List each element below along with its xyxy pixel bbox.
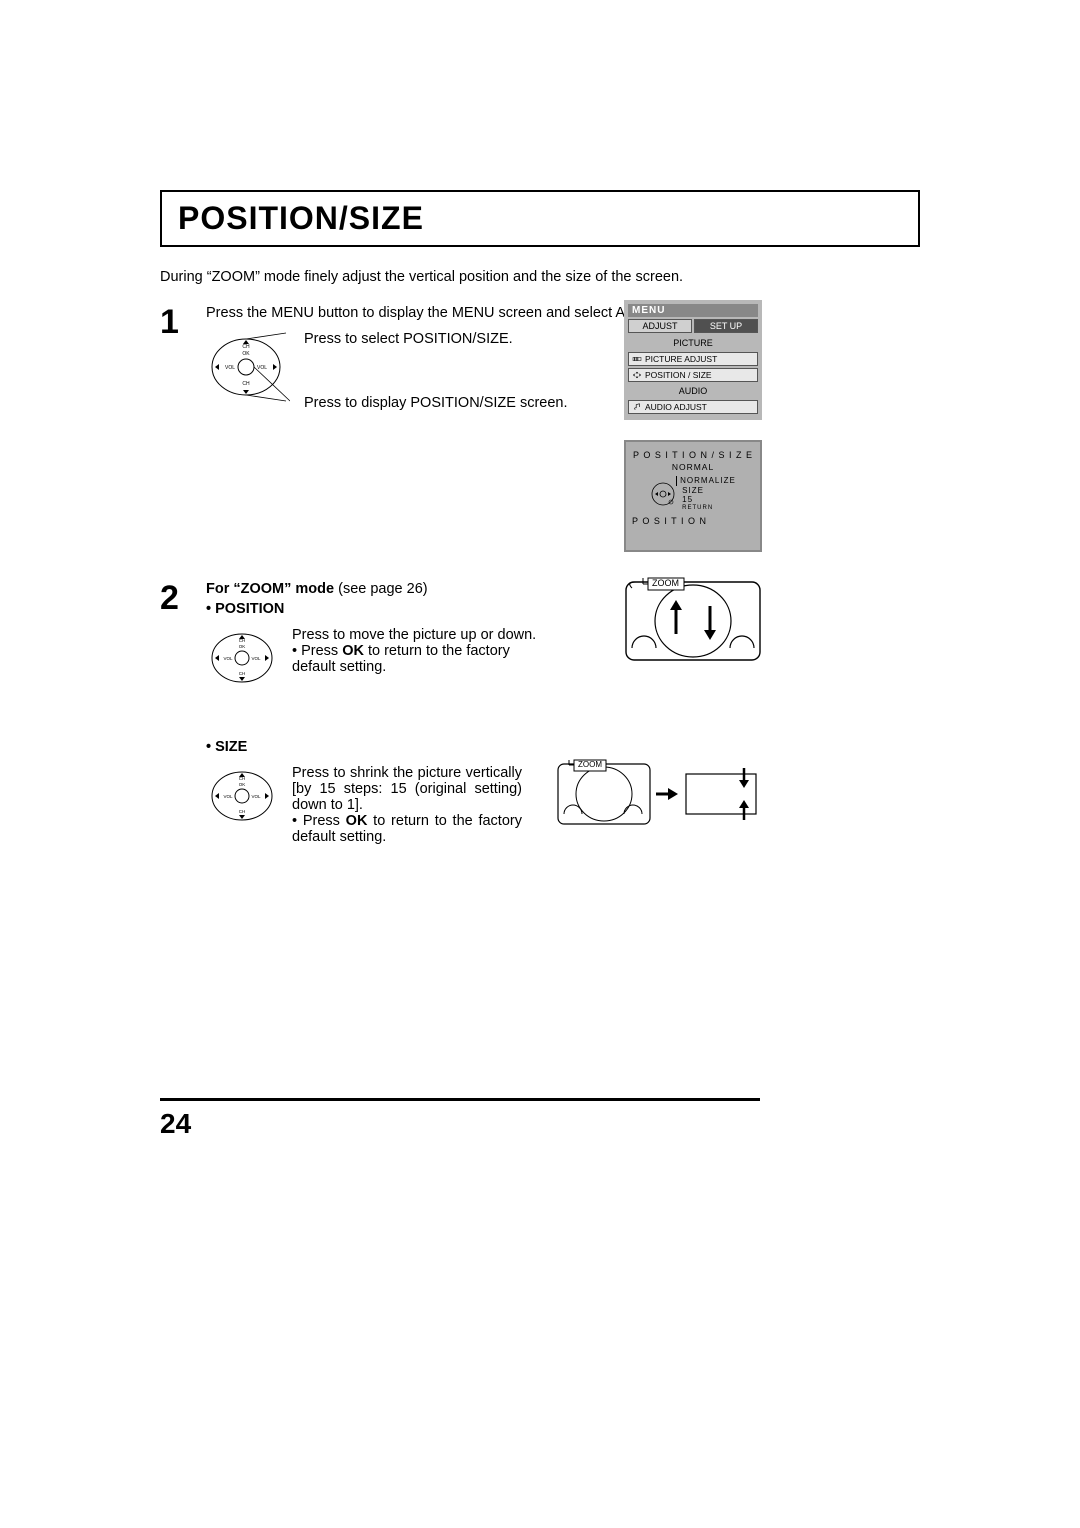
joystick-icon [650, 481, 676, 507]
step-2-number: 2 [160, 581, 196, 615]
step-1-number: 1 [160, 305, 196, 339]
svg-text:VOL: VOL [251, 794, 261, 799]
ps-position: P O S I T I O N [632, 516, 754, 526]
remote-diagram-icon: CH OK VOL VOL CH [206, 331, 290, 403]
svg-text:OK: OK [239, 644, 246, 649]
step-1-text: Press the MENU button to display the MEN… [206, 305, 920, 321]
menu-tab-setup: SET UP [694, 319, 758, 333]
menu-item-audio-adjust-label: AUDIO ADJUST [645, 402, 707, 412]
position-text-1: Press to move the picture up or down. [292, 627, 552, 643]
size-label: • SIZE [206, 739, 920, 755]
svg-text:VOL: VOL [257, 365, 267, 371]
size-text-1: Press to shrink the picture vertically [… [292, 765, 522, 813]
menu-tabs: ADJUST SET UP [628, 319, 758, 333]
zoom-size-icon [556, 758, 762, 834]
page-number: 24 [160, 1108, 191, 1140]
svg-text:VOL: VOL [223, 794, 233, 799]
step-1: 1 Press the MENU button to display the M… [160, 305, 920, 411]
svg-text:VOL: VOL [225, 365, 235, 371]
step-1-row-1: CH OK VOL VOL CH Press to select POSITIO… [206, 331, 920, 411]
position-row: CH OK VOL VOL CH Press to move the pictu… [206, 627, 920, 689]
ps-normalize: NORMALIZE [676, 476, 736, 486]
menu-item-audio-adjust: AUDIO ADJUST [628, 400, 758, 414]
menu-item-position-size: POSITION / SIZE [628, 368, 758, 382]
svg-text:VOL: VOL [251, 656, 261, 661]
arrows-icon [632, 371, 642, 379]
menu-item-position-size-label: POSITION / SIZE [645, 370, 712, 380]
menu-panel-title: MENU [628, 304, 758, 317]
remote-diagram-icon: CH OK VOL VOL CH [206, 765, 278, 827]
zoom-label-2: ZOOM [578, 760, 602, 769]
menu-item-picture-adjust-label: PICTURE ADJUST [645, 354, 717, 364]
position-label: • POSITION [206, 601, 920, 617]
menu-section-audio: AUDIO [628, 384, 758, 398]
svg-text:CH: CH [242, 381, 250, 387]
note-icon [632, 403, 642, 411]
title-box: POSITION/SIZE [160, 190, 920, 247]
ps-normal: NORMAL [632, 462, 754, 472]
page-title: POSITION/SIZE [178, 200, 902, 237]
svg-text:CH: CH [242, 344, 250, 350]
step-2-heading-bold: For “ZOOM” mode [206, 581, 338, 597]
ps-size: SIZE [682, 486, 736, 496]
ps-title: P O S I T I O N / S I Z E [632, 450, 754, 460]
step-2-heading-ref: (see page 26) [338, 581, 427, 597]
zoom-position-icon [624, 576, 762, 666]
step-2-heading: For “ZOOM” mode (see page 26) [206, 581, 920, 597]
size-text-2a: • Press [292, 813, 346, 829]
position-text-2: • Press OK to return to the factory defa… [292, 643, 552, 675]
menu-panel: MENU ADJUST SET UP PICTURE PICTURE ADJUS… [624, 300, 762, 420]
step-2: 2 For “ZOOM” mode (see page 26) • POSITI… [160, 581, 920, 845]
size-instructions: Press to shrink the picture vertically [… [292, 765, 522, 845]
zoom-diagram-size: ZOOM [556, 758, 762, 839]
zoom-label-1: ZOOM [652, 578, 679, 588]
menu-item-picture-adjust: PICTURE ADJUST [628, 352, 758, 366]
position-text-2a: • Press [292, 643, 342, 659]
ps-joy-row: NORMALIZE SIZE 15 RETURN [632, 476, 754, 512]
intro-text: During “ZOOM” mode finely adjust the ver… [160, 269, 920, 285]
slider-icon [632, 355, 642, 363]
position-instructions: Press to move the picture up or down. • … [292, 627, 552, 675]
size-text-2: • Press OK to return to the factory defa… [292, 813, 522, 845]
remote-diagram-icon: CH OK VOL VOL CH [206, 627, 278, 689]
menu-section-picture: PICTURE [628, 336, 758, 350]
ps-joy-labels: NORMALIZE SIZE 15 RETURN [682, 476, 736, 512]
ps-return: RETURN [682, 505, 736, 512]
position-size-panel: P O S I T I O N / S I Z E NORMAL NORMALI… [624, 440, 762, 552]
position-text-2b: OK [342, 643, 364, 659]
svg-text:CH: CH [239, 671, 246, 676]
menu-tab-adjust: ADJUST [628, 319, 692, 333]
svg-text:OK: OK [242, 351, 250, 357]
svg-text:OK: OK [239, 782, 246, 787]
size-text-2b: OK [346, 813, 368, 829]
step-1-instructions: Press to select POSITION/SIZE. Press to … [304, 331, 920, 411]
svg-text:CH: CH [239, 809, 246, 814]
zoom-diagram-position: ZOOM [624, 576, 762, 671]
page-content: POSITION/SIZE During “ZOOM” mode finely … [160, 190, 920, 863]
step-1-body: Press the MENU button to display the MEN… [206, 305, 920, 411]
ps-size-val: 15 [682, 495, 736, 505]
svg-text:VOL: VOL [223, 656, 233, 661]
step-1-line-1: Press to select POSITION/SIZE. [304, 331, 920, 347]
step-1-line-2: Press to display POSITION/SIZE screen. [304, 395, 920, 411]
footer-rule [160, 1098, 760, 1101]
